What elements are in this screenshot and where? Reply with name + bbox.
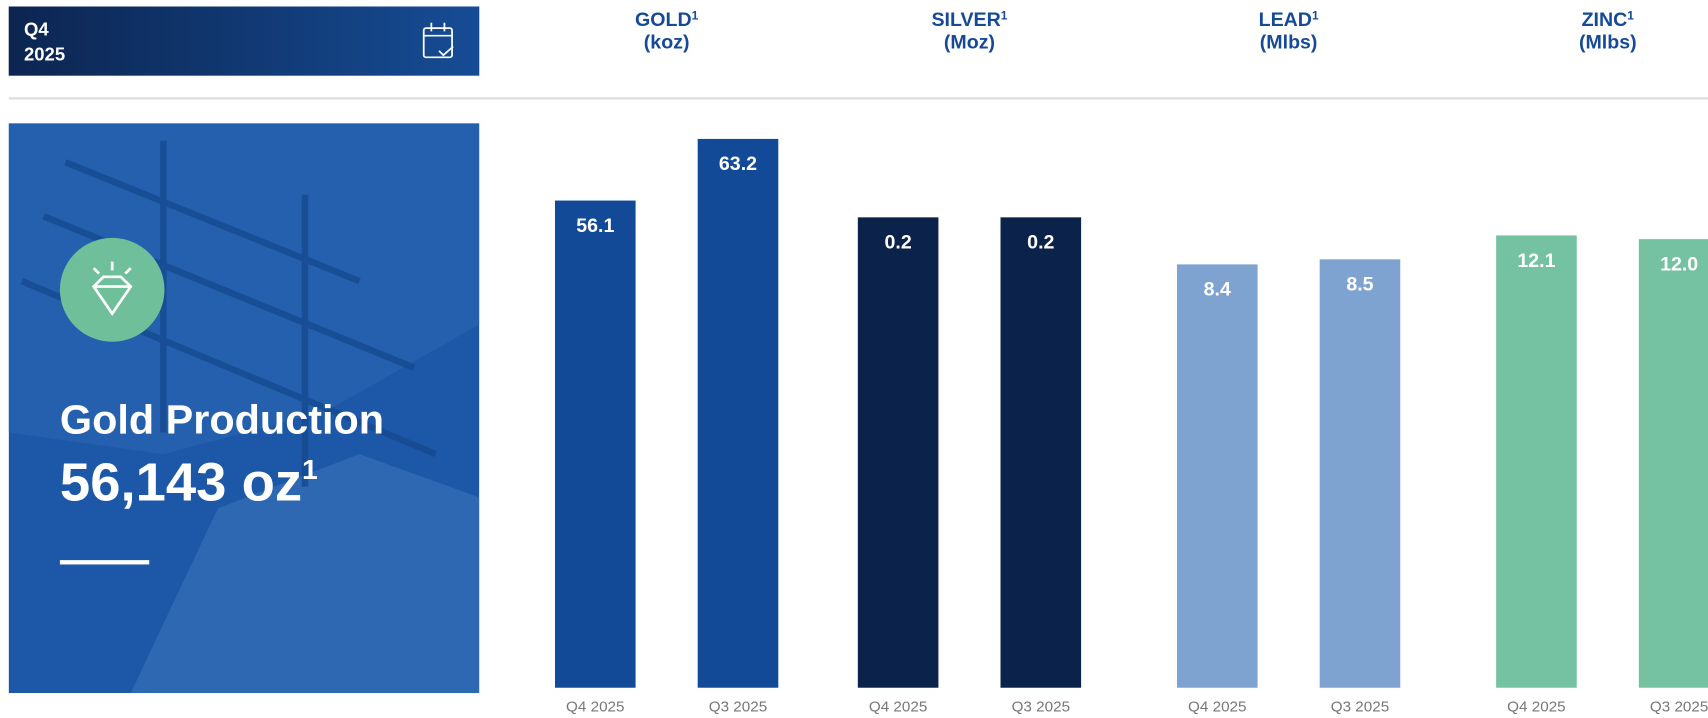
x-tick-label: Q3 2025 (709, 699, 767, 716)
panel-title: Gold Production (60, 397, 384, 443)
header-box (8, 6, 480, 76)
chart-footnote: 1 (1312, 9, 1319, 23)
chart-subtitle: (koz) (644, 32, 690, 54)
panel-rule (59, 560, 150, 565)
chart-title: ZINC1 (1582, 9, 1635, 31)
bar (857, 217, 939, 688)
icon-circle (59, 237, 165, 342)
chart-title-text: SILVER (931, 9, 1000, 31)
value-label: 8.4 (1204, 279, 1231, 301)
bar (1319, 259, 1401, 688)
chart-subtitle: (Mlbs) (1260, 32, 1318, 54)
chart-footnote: 1 (1627, 9, 1634, 23)
bar (697, 138, 779, 688)
diamond-icon (91, 261, 133, 316)
value-label: 56.1 (576, 215, 614, 237)
bar (1496, 235, 1577, 688)
x-tick-label: Q4 2025 (869, 699, 927, 716)
chart-title: GOLD1 (635, 9, 699, 31)
header-year: 2025 (24, 44, 65, 65)
value-label: 63.2 (719, 153, 757, 175)
bar (554, 200, 636, 688)
x-tick-label: Q4 2025 (566, 699, 624, 716)
chart-footnote: 1 (1001, 9, 1008, 23)
x-tick-label: Q3 2025 (1012, 699, 1070, 716)
chart-subtitle: (Moz) (944, 32, 995, 54)
header-period: Q4 (24, 19, 49, 40)
value-label: 0.2 (884, 232, 911, 254)
bar (1176, 264, 1258, 688)
chart-title-text: LEAD (1259, 9, 1312, 31)
x-tick-label: Q4 2025 (1188, 699, 1246, 716)
chart-title: LEAD1 (1259, 9, 1319, 31)
x-tick-label: Q3 2025 (1650, 699, 1708, 716)
value-label: 12.1 (1517, 250, 1555, 272)
panel-value-text: 56,143 oz (60, 453, 302, 513)
chart-title: SILVER1 (931, 9, 1007, 31)
bar (1000, 217, 1082, 688)
x-tick-label: Q3 2025 (1331, 699, 1389, 716)
value-label: 8.5 (1346, 274, 1373, 296)
value-label: 12.0 (1660, 254, 1698, 276)
panel-footnote: 1 (302, 453, 318, 485)
chart-title-text: GOLD (635, 9, 692, 31)
x-tick-label: Q4 2025 (1507, 699, 1565, 716)
chart-title-text: ZINC (1582, 9, 1628, 31)
chart-subtitle: (Mlbs) (1579, 32, 1637, 54)
chart-footnote: 1 (692, 9, 699, 23)
value-label: 0.2 (1027, 232, 1054, 254)
bar (1638, 239, 1708, 688)
calendar-icon (422, 22, 454, 59)
panel-value: 56,143 oz1 (60, 453, 318, 513)
